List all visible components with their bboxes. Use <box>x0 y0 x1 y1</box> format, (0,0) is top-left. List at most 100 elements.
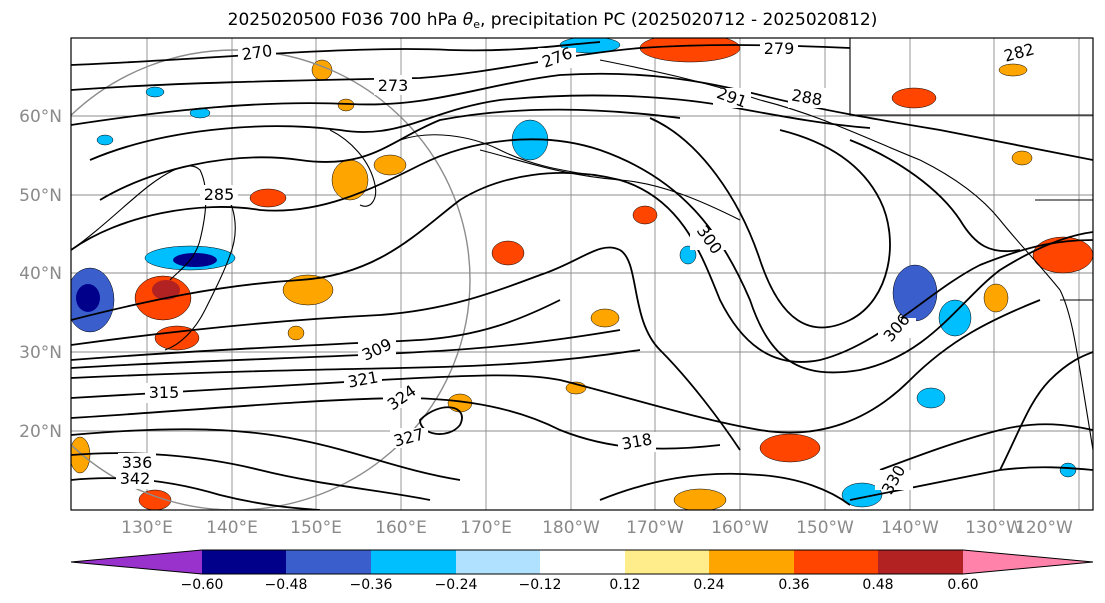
lon-label: 120°W <box>1015 518 1073 538</box>
precip-patch <box>138 489 172 510</box>
theta-e-contours <box>71 41 1093 510</box>
colorbar-tick-label: −0.48 <box>265 577 308 593</box>
lon-label: 180°W <box>542 518 600 538</box>
precip-patch <box>154 325 200 351</box>
contour-label: 342 <box>120 469 151 488</box>
border-line <box>849 38 1093 116</box>
map-panel: 270 273 276 279 282 285 288 291 300 306 … <box>71 38 1093 510</box>
colorbar-cell <box>286 550 371 574</box>
colorbar-cell <box>456 550 540 574</box>
precip-patch <box>145 86 165 98</box>
colorbar-cell <box>371 550 456 574</box>
map-figure: 270 273 276 279 282 285 288 291 300 306 … <box>19 37 1094 538</box>
lat-label: 20°N <box>19 422 62 442</box>
colorbar-tick-label: −0.12 <box>519 577 562 593</box>
colorbar-tick-label: 0.24 <box>693 577 724 593</box>
colorbar-outline <box>70 549 1094 575</box>
lon-label: 130°W <box>965 518 1023 538</box>
precip-patch <box>337 98 355 112</box>
lon-label: 150°W <box>796 518 854 538</box>
contour-line <box>879 423 1093 471</box>
coastline <box>1059 289 1093 451</box>
colorbar-tick-label: 0.48 <box>862 577 893 593</box>
contour-line <box>849 466 1093 501</box>
coastline <box>479 149 741 221</box>
precip-patch <box>282 274 334 306</box>
lon-label: 140°E <box>206 518 258 538</box>
colorbar-tick-label: 0.12 <box>609 577 640 593</box>
colorbar-tick-label: 0.60 <box>947 577 978 593</box>
coastline <box>71 165 207 281</box>
precip-patch <box>491 240 525 266</box>
contour-line <box>71 299 1041 434</box>
contour-line <box>71 172 1093 363</box>
coastline <box>329 129 377 207</box>
colorbar-cell <box>709 550 794 574</box>
coastlines <box>71 38 1093 451</box>
contour-label: 270 <box>241 41 274 64</box>
precip-patch <box>1059 462 1077 478</box>
title-prefix: 2025020500 F036 700 hPa <box>227 10 463 30</box>
contour-line <box>71 329 621 369</box>
contour-line <box>649 117 891 329</box>
contour-line <box>71 41 601 66</box>
lat-label: 60°N <box>19 107 62 127</box>
precip-patch <box>1032 236 1093 274</box>
lon-label: 170°E <box>460 518 512 538</box>
map-title: 2025020500 F036 700 hPa θe, precipitatio… <box>0 10 1105 31</box>
lon-label: 140°W <box>881 518 939 538</box>
contour-line <box>71 246 741 451</box>
colorbar-cells <box>70 549 1094 575</box>
lat-label: 40°N <box>19 264 62 284</box>
lon-label: 160°W <box>711 518 769 538</box>
contour-label: 285 <box>204 185 235 204</box>
contour-line <box>599 472 851 506</box>
contour-label: 279 <box>764 39 795 58</box>
precip-patch <box>249 188 287 208</box>
precip-patch <box>96 134 114 146</box>
precip-patch <box>373 154 407 176</box>
longitude-labels: 130°E 140°E 150°E 160°E 170°E 180°W 170°… <box>121 518 1073 538</box>
lon-label: 170°W <box>626 518 684 538</box>
lon-label: 150°E <box>290 518 342 538</box>
precip-patch <box>287 325 305 341</box>
lon-label: 160°E <box>375 518 427 538</box>
contour-line <box>71 477 321 510</box>
precip-patch <box>916 387 946 409</box>
lat-label: 50°N <box>19 186 62 206</box>
colorbar-cell <box>878 550 963 574</box>
contour-label: 336 <box>122 453 153 472</box>
precip-patch <box>841 482 883 508</box>
precip-patch <box>998 63 1028 77</box>
contour-line <box>71 44 851 91</box>
colorbar-cell <box>202 550 286 574</box>
contour-label-group: 270 273 276 279 282 285 288 291 300 306 … <box>116 38 1038 498</box>
contour-line <box>89 94 871 161</box>
title-theta: θ <box>462 10 474 30</box>
precip-patch <box>983 283 1009 313</box>
colorbar-tick-label: −0.24 <box>435 577 478 593</box>
colorbar-cell <box>963 550 1093 574</box>
contour-line <box>71 349 641 379</box>
contour-line <box>71 138 1093 374</box>
colorbar-cell <box>625 550 709 574</box>
precip-patch <box>1011 150 1033 166</box>
contour-line <box>71 72 1093 161</box>
coastline <box>399 134 591 176</box>
latitude-labels: 60°N 50°N 40°N 30°N 20°N <box>19 107 62 442</box>
coastline <box>599 59 1061 291</box>
precip-patch <box>679 245 697 265</box>
contour-line <box>71 428 461 481</box>
contour-line <box>999 351 1093 471</box>
map-frame <box>70 37 1094 511</box>
precip-patch <box>673 488 727 510</box>
contour-label: 273 <box>378 76 409 95</box>
contour-label: 315 <box>149 383 180 402</box>
projection-outline <box>71 49 471 510</box>
precip-patch <box>938 299 972 337</box>
title-theta-sub: e <box>473 18 480 31</box>
precip-patch <box>76 284 100 312</box>
precip-patch <box>173 253 217 267</box>
map-background <box>71 38 1093 510</box>
colorbar-cell <box>71 550 202 574</box>
